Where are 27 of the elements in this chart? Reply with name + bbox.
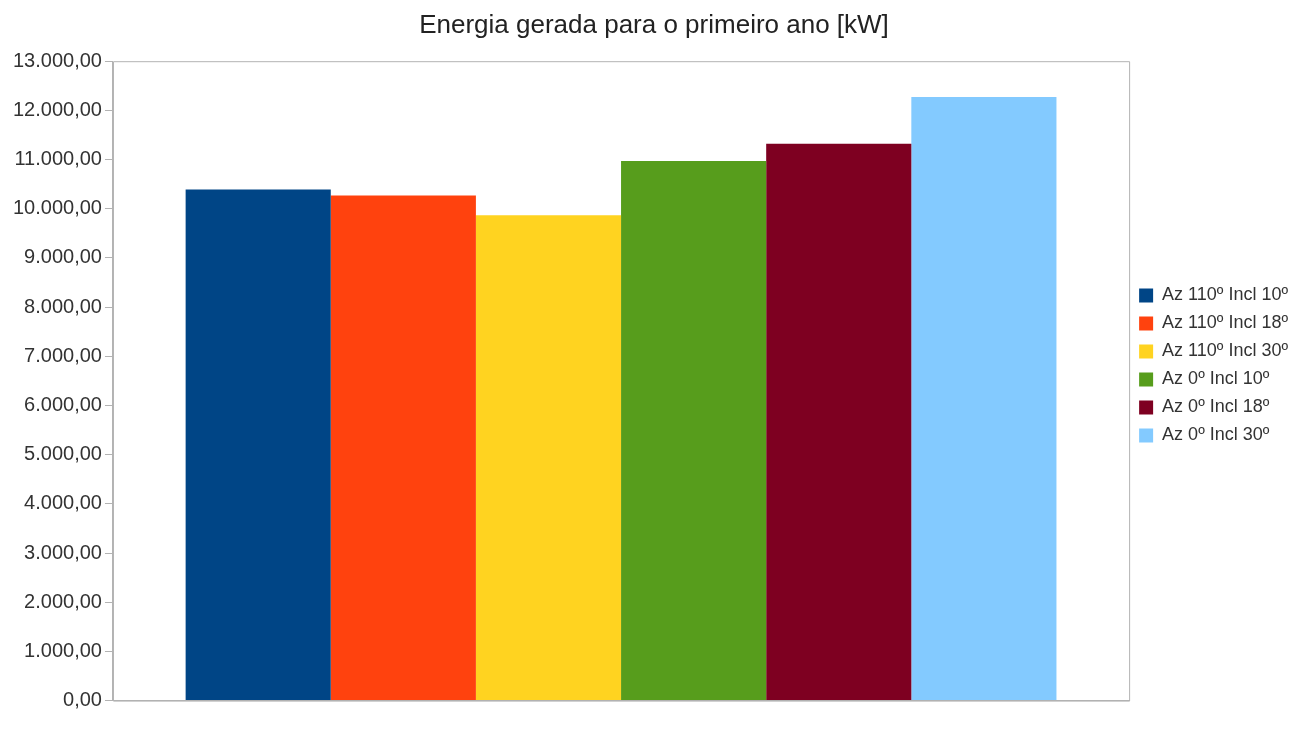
bar	[330, 195, 476, 701]
legend-label: Az 0º Incl 30º	[1162, 424, 1270, 445]
legend-label: Az 0º Incl 10º	[1162, 368, 1270, 389]
bar	[911, 97, 1057, 701]
y-tick-label: 4.000,00	[24, 491, 102, 514]
y-tick-label: 2.000,00	[24, 589, 102, 612]
bar	[621, 161, 767, 701]
legend-label: Az 0º Incl 18º	[1162, 396, 1270, 417]
y-tick-label: 0,00	[63, 688, 102, 711]
y-tick-label: 5.000,00	[24, 442, 102, 465]
bar	[766, 143, 912, 701]
bar	[475, 215, 622, 701]
y-tick-label: 9.000,00	[24, 245, 102, 268]
y-tick-label: 1.000,00	[24, 638, 102, 661]
y-tick-label: 10.000,00	[12, 196, 102, 219]
legend-label: Az 110º Incl 30º	[1162, 340, 1289, 361]
y-tick-label: 13.000,00	[12, 48, 102, 71]
bar	[185, 189, 331, 701]
y-tick-label: 7.000,00	[24, 343, 102, 366]
legend-label: Az 110º Incl 10º	[1162, 284, 1289, 305]
y-tick-label: 12.000,00	[12, 97, 102, 120]
chart-title: Energia gerada para o primeiro ano [kW]	[419, 8, 889, 39]
y-tick-label: 11.000,00	[14, 147, 102, 170]
y-tick-label: 8.000,00	[24, 294, 102, 317]
y-tick-label: 3.000,00	[24, 540, 102, 563]
legend-label: Az 110º Incl 18º	[1162, 312, 1289, 333]
y-tick-label: 6.000,00	[24, 393, 102, 416]
